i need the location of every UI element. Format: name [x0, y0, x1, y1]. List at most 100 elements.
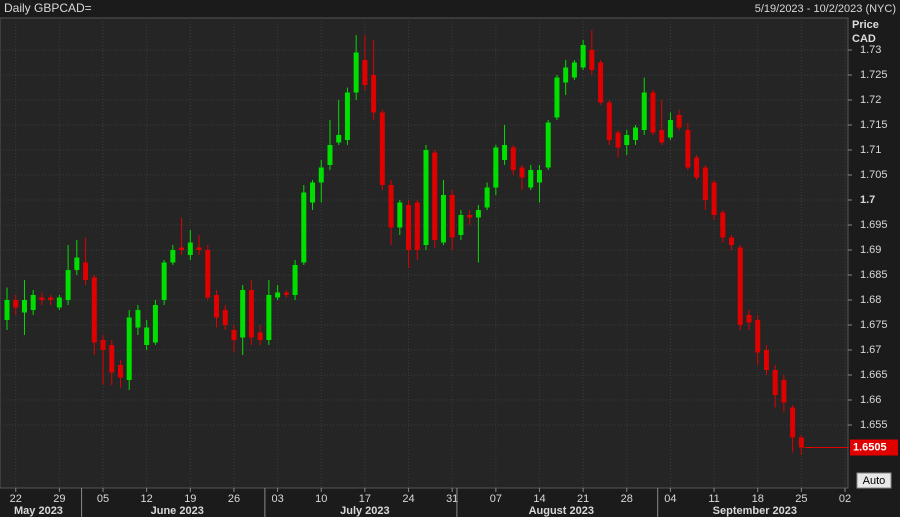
candle-body [214, 295, 219, 318]
candle-body [196, 247, 202, 250]
y-tick-label: 1.71 [860, 144, 881, 156]
candle-body [432, 152, 438, 240]
candle-body [406, 205, 412, 250]
candle-body [694, 157, 700, 178]
candle-body [353, 52, 359, 93]
candle-body [667, 120, 673, 138]
y-tick-label: 1.655 [860, 419, 888, 431]
x-tick-label: 18 [752, 493, 764, 505]
y-tick-label: 1.72 [860, 94, 881, 106]
candle-body [711, 182, 717, 215]
y-axis-label: Price CAD [852, 19, 879, 45]
candle-body [510, 147, 516, 170]
candle-body [659, 130, 665, 143]
y-tick-label: 1.7 [860, 194, 875, 206]
candle-body [310, 182, 316, 203]
candle-body [187, 242, 193, 255]
x-tick-label: 21 [577, 493, 589, 505]
candle-body [790, 407, 796, 438]
candle-body [39, 297, 45, 300]
y-tick-label: 1.69 [860, 244, 881, 256]
candle-body [56, 297, 62, 308]
x-tick-label: 29 [53, 493, 65, 505]
candle-body [746, 315, 752, 323]
auto-button[interactable]: Auto [863, 475, 886, 487]
candle-body [4, 300, 10, 320]
month-label: September 2023 [713, 505, 797, 517]
month-label: May 2023 [14, 505, 63, 517]
candle-body [720, 212, 726, 238]
month-label: August 2023 [529, 505, 594, 517]
candle-body [633, 127, 638, 140]
candle-body [475, 210, 481, 218]
candle-body [240, 290, 246, 338]
candle-body [606, 102, 612, 140]
y-tick-label: 1.665 [860, 369, 888, 381]
x-tick-label: 25 [795, 493, 807, 505]
y-tick-label: 1.675 [860, 319, 888, 331]
candle-body [580, 45, 586, 68]
candle-body [545, 122, 551, 168]
candle-body [222, 310, 228, 325]
candle-body [152, 305, 158, 343]
candle-body [126, 317, 132, 380]
candle-body [519, 167, 525, 178]
candle-body [362, 60, 368, 85]
candle-body [781, 380, 787, 403]
candle-body [624, 135, 630, 145]
candle-body [117, 365, 123, 378]
candle-body [231, 330, 237, 340]
x-tick-label: 12 [141, 493, 153, 505]
candle-body [327, 145, 333, 165]
x-tick-label: 24 [402, 493, 414, 505]
candle-body [729, 237, 735, 245]
candle-body [318, 167, 324, 183]
candle-body [30, 295, 36, 310]
candle-body [388, 185, 394, 228]
candle-body [458, 215, 464, 235]
y-tick-label: 1.685 [860, 269, 888, 281]
y-tick-label: 1.68 [860, 294, 881, 306]
last-price-box [850, 439, 898, 456]
candle-body [283, 292, 289, 295]
candle-body [91, 277, 97, 343]
candle-body [21, 300, 27, 313]
y-axis-label-box: Price CAD [852, 19, 879, 45]
candle-body [205, 250, 211, 298]
candle-body [423, 150, 429, 245]
candle-body [528, 170, 534, 188]
candle-body [13, 300, 19, 308]
candle-body [275, 292, 281, 298]
x-tick-label: 14 [533, 493, 545, 505]
candle-body [74, 257, 80, 270]
candle-body [702, 167, 708, 200]
candle-body [179, 247, 185, 250]
x-tick-label: 11 [708, 493, 719, 505]
candle-body [336, 135, 342, 143]
candle-body [676, 115, 682, 128]
x-tick-label: 07 [490, 493, 502, 505]
candle-body [83, 262, 89, 280]
x-tick-label: 19 [184, 493, 196, 505]
x-tick-label: 05 [97, 493, 109, 505]
month-label: July 2023 [340, 505, 390, 517]
candle-body [65, 270, 71, 300]
candle-body [798, 437, 804, 448]
candle-body [144, 327, 150, 345]
candle-body [301, 192, 307, 263]
candle-body [100, 340, 106, 350]
auto-button-bg[interactable] [856, 472, 892, 489]
candle-body [449, 195, 455, 238]
candle-body [257, 332, 263, 340]
candle-body [440, 195, 446, 243]
candle-body [248, 290, 254, 338]
plot-layer [0, 18, 848, 488]
y-tick-label: 1.73 [860, 44, 881, 56]
candle-body [161, 262, 167, 300]
candle-body [589, 50, 595, 70]
candle-body [484, 187, 490, 208]
x-tick-label: 04 [664, 493, 676, 505]
candle-body [755, 320, 761, 353]
